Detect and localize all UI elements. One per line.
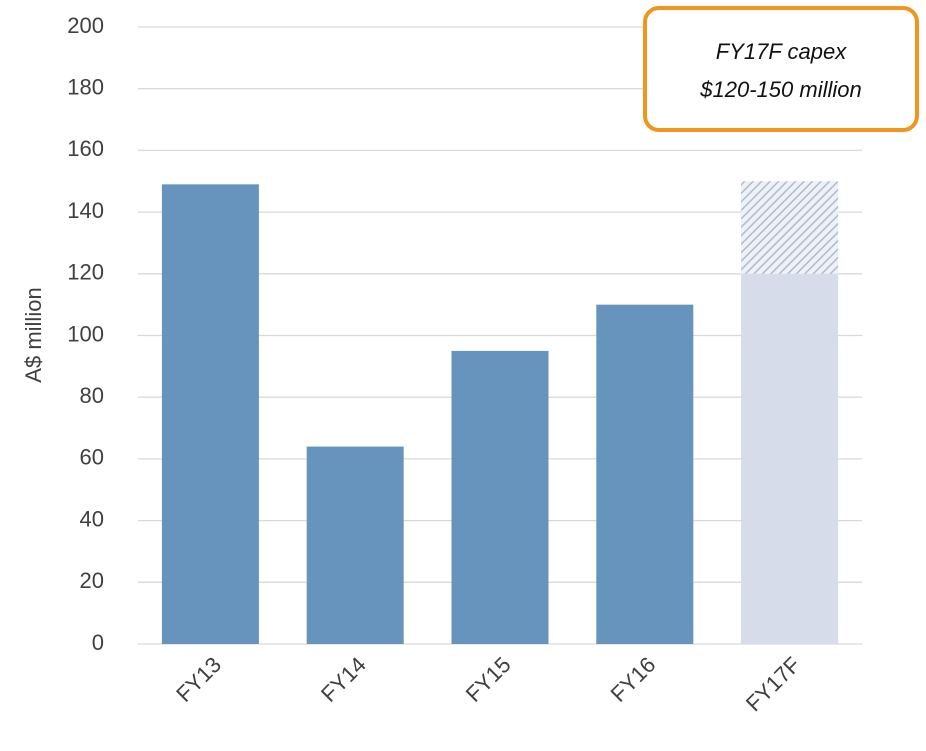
bar xyxy=(451,350,549,644)
bar xyxy=(596,304,694,644)
y-tick-label: 100 xyxy=(67,321,104,346)
y-tick-label: 180 xyxy=(67,75,104,100)
y-tick-label: 60 xyxy=(80,445,104,470)
y-tick-label: 80 xyxy=(80,383,104,408)
x-tick-label: FY13 xyxy=(171,652,226,707)
x-tick-label: FY14 xyxy=(316,652,371,707)
y-tick-label: 0 xyxy=(92,630,104,655)
annotation-text: FY17F capex xyxy=(716,39,847,64)
y-tick-label: 120 xyxy=(67,260,104,285)
bar xyxy=(161,184,259,644)
x-tick-label: FY16 xyxy=(606,652,661,707)
y-axis-label: A$ million xyxy=(21,287,46,382)
y-tick-label: 140 xyxy=(67,198,104,223)
bar xyxy=(741,181,839,274)
x-tick-label: FY17F xyxy=(741,652,805,716)
y-tick-label: 160 xyxy=(67,136,104,161)
bar xyxy=(741,273,839,644)
y-tick-label: 40 xyxy=(80,506,104,531)
annotation: FY17F capex $120-150 million xyxy=(643,6,919,132)
bar xyxy=(306,446,404,644)
x-tick-label: FY15 xyxy=(461,652,516,707)
annotation-box xyxy=(643,6,919,132)
y-tick-label: 200 xyxy=(67,13,104,38)
annotation-text: $120-150 million xyxy=(699,77,861,102)
y-tick-label: 20 xyxy=(80,568,104,593)
